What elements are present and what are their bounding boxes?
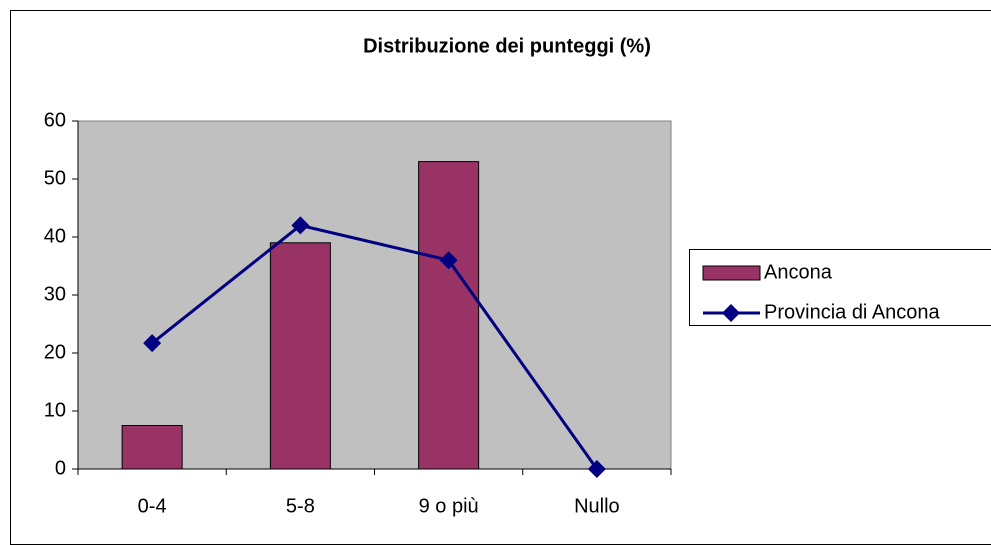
y-tick-label: 0 (55, 457, 66, 479)
x-tick-label: 9 o più (419, 495, 479, 517)
x-tick-label: Nullo (574, 495, 620, 517)
legend-label: Provincia di Ancona (764, 301, 941, 323)
marker (291, 216, 310, 235)
y-tick-label: 10 (44, 399, 66, 421)
y-tick-label: 20 (44, 341, 66, 363)
chart-title: Distribuzione dei punteggi (%) (363, 35, 651, 57)
x-tick-label: 0-4 (138, 495, 167, 517)
legend-label: Ancona (764, 261, 833, 283)
bar (269, 242, 331, 470)
y-tick-label: 60 (44, 109, 66, 131)
plot-area (77, 120, 672, 470)
bar (121, 425, 183, 470)
y-tick-label: 50 (44, 167, 66, 189)
line (151, 223, 599, 470)
legend-marker (722, 304, 740, 322)
legend-swatch (702, 265, 761, 281)
bar (418, 161, 480, 470)
y-tick-label: 40 (44, 225, 66, 247)
marker (439, 251, 458, 270)
marker (587, 460, 606, 478)
y-tick-label: 30 (44, 283, 66, 305)
marker (143, 334, 162, 353)
x-tick-label: 5-8 (286, 495, 315, 517)
